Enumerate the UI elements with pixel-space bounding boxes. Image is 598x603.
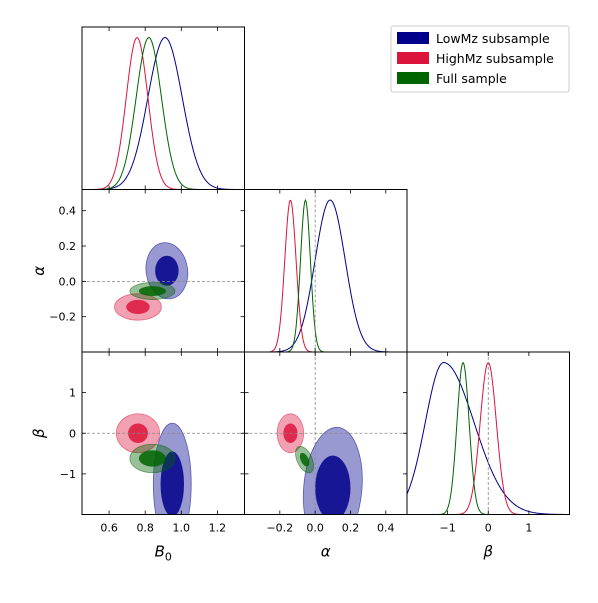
y-axis-label-alpha: α	[30, 266, 48, 276]
panel-B0-alpha: −0.2 0.0 0.2 0.4	[49, 189, 245, 353]
panel-frame	[244, 189, 408, 353]
legend-label-full-sample: Full sample	[436, 71, 507, 86]
marginal-curve-full-sample-B0	[82, 37, 245, 190]
y-tick-label-alpha: −0.2	[49, 311, 76, 324]
x-axis-label-B0: B0	[155, 543, 172, 564]
x-tick-label-B0: 1.2	[209, 522, 227, 535]
panel-plot-area	[407, 352, 570, 515]
contour-68-full-sample-B0_alpha	[138, 286, 166, 297]
panel-plot-area	[244, 352, 407, 515]
x-tick-label-alpha: 0.4	[377, 522, 395, 535]
marginal-curve-full-sample-alpha	[244, 198, 407, 352]
panel-beta-marginal: −1 0 1	[406, 351, 570, 535]
x-axis-label-alpha: α	[321, 543, 331, 561]
panel-plot-area	[82, 413, 245, 515]
x-tick-label-B0: 1.0	[173, 522, 191, 535]
contour-68-full-sample-B0_beta	[138, 450, 166, 467]
legend: LowMz subsample HighMz subsample Full samp…	[390, 25, 570, 93]
legend-frame	[390, 25, 570, 93]
contour-68-lowmz-subsample-B0_alpha	[155, 255, 179, 286]
y-tick-label-beta: 0	[69, 427, 76, 440]
y-tick-label-alpha: 0.4	[59, 205, 77, 218]
contour-68-highmz-subsample-B0_alpha	[126, 299, 150, 315]
panel-plot-area	[244, 189, 407, 352]
y-tick-label-alpha: 0.2	[59, 240, 77, 253]
panel-plot-area	[82, 37, 245, 190]
panel-B0-marginal	[81, 26, 245, 190]
panel-plot-area	[82, 242, 245, 321]
marginal-curve-lowmz-subsample-alpha	[244, 199, 407, 352]
panel-alpha-beta: −0.2 0.0 0.2 0.4	[244, 351, 408, 535]
x-tick-label-alpha: −0.2	[266, 522, 293, 535]
legend-swatch-lowmz-subsample	[397, 32, 429, 44]
panel-alpha-marginal	[244, 189, 408, 353]
marginal-curve-highmz-subsample-B0	[82, 37, 245, 190]
x-tick-label-alpha: 0.0	[306, 522, 324, 535]
y-tick-label-beta: 1	[69, 387, 76, 400]
x-tick-label-beta: 1	[525, 522, 532, 535]
x-axis-label-beta: β	[482, 543, 493, 561]
contour-68-lowmz-subsample-B0_beta	[160, 451, 185, 515]
legend-swatch-full-sample	[397, 72, 429, 84]
x-tick-label-alpha: 0.2	[342, 522, 360, 535]
marginal-curve-highmz-subsample-alpha	[244, 199, 407, 352]
panel-B0-beta: 0.6 0.8 1.0 1.2 −1 0 1	[60, 351, 245, 535]
x-tick-label-beta: −1	[440, 522, 456, 535]
y-tick-label-alpha: 0.0	[59, 275, 77, 288]
legend-swatch-highmz-subsample	[397, 52, 429, 64]
y-tick-label-beta: −1	[60, 468, 76, 481]
legend-label-lowmz-subsample: LowMz subsample	[436, 31, 550, 46]
y-axis-label-beta: β	[30, 428, 48, 439]
legend-label-highmz-subsample: HighMz subsample	[436, 51, 554, 66]
x-tick-label-beta: 0	[485, 522, 492, 535]
x-tick-label-B0: 0.8	[136, 522, 154, 535]
contour-68-lowmz-subsample-alpha_beta	[315, 455, 351, 515]
x-tick-label-B0: 0.6	[100, 522, 118, 535]
contour-68-full-sample-alpha_beta	[299, 452, 310, 467]
